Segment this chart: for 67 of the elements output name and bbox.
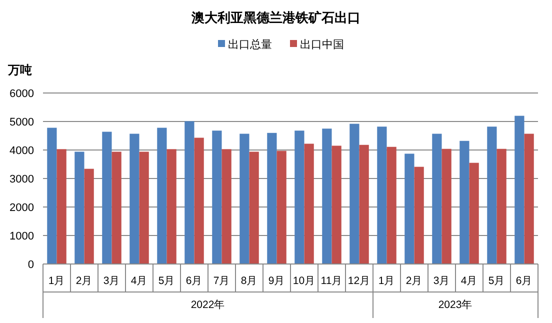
- y-tick-label: 6000: [10, 88, 34, 100]
- x-tick-label: 6月: [186, 275, 203, 287]
- bar: [350, 124, 360, 264]
- x-tick-label: 12月: [348, 275, 371, 287]
- x-tick-label: 5月: [488, 275, 506, 287]
- bar: [359, 144, 369, 264]
- text: 2023年: [438, 299, 473, 311]
- bar: [442, 148, 452, 264]
- bar: [222, 149, 232, 264]
- bar: [184, 121, 194, 264]
- bar: [267, 132, 277, 264]
- x-tick-label: 9月: [268, 275, 286, 287]
- bar: [496, 148, 506, 264]
- bar: [240, 134, 250, 264]
- legend-label: 出口总量: [228, 38, 272, 51]
- x-tick-label: 4月: [130, 275, 148, 287]
- bar: [332, 146, 342, 264]
- x-tick-label: 3月: [433, 275, 450, 287]
- x-tick-label: 2月: [76, 275, 93, 287]
- x-tick-label: 3月: [103, 275, 120, 287]
- x-tick-label: 11月: [320, 275, 343, 287]
- text: 2022年: [190, 299, 226, 311]
- x-tick-label: 4月: [460, 275, 478, 287]
- bar: [524, 134, 534, 264]
- bar: [194, 138, 204, 264]
- legend-label: 出口中国: [300, 38, 344, 51]
- bar: [130, 134, 140, 264]
- bar: [487, 126, 497, 264]
- bar: [294, 130, 304, 264]
- bar: [414, 166, 424, 264]
- bar: [322, 128, 332, 264]
- x-tick-label: 1月: [48, 275, 66, 287]
- bar: [112, 152, 122, 264]
- bar: [386, 146, 396, 264]
- chart-title: 澳大利亚黑德兰港铁矿石出口: [190, 10, 360, 25]
- bar: [460, 140, 470, 264]
- x-tick-label: 6月: [516, 275, 533, 287]
- bar: [74, 152, 84, 264]
- bar: [56, 149, 66, 264]
- bar: [404, 154, 414, 264]
- bar: [304, 144, 314, 264]
- bar: [249, 152, 259, 264]
- y-tick-label: 3000: [10, 174, 34, 186]
- bar: [139, 152, 149, 264]
- x-tick-label: 8月: [240, 275, 258, 287]
- bar: [47, 128, 57, 264]
- bar: [276, 150, 286, 264]
- bar: [102, 132, 112, 264]
- y-tick-label: 0: [28, 259, 34, 271]
- bar: [432, 134, 442, 264]
- y-tick-label: 2000: [10, 202, 34, 214]
- x-tick-label: 5月: [158, 275, 176, 287]
- bar: [377, 126, 387, 264]
- x-tick-label: 7月: [213, 275, 230, 287]
- bar: [514, 116, 524, 264]
- bar: [166, 149, 176, 264]
- y-tick-label: 1000: [10, 230, 34, 242]
- y-tick-label: 5000: [10, 116, 34, 128]
- bar: [84, 168, 94, 264]
- y-tick-label: 4000: [10, 145, 34, 157]
- x-tick-label: 10月: [292, 275, 316, 287]
- x-tick-label: 1月: [378, 275, 396, 287]
- x-tick-label: 2月: [406, 275, 423, 287]
- bar: [157, 128, 167, 264]
- bar: [469, 162, 479, 264]
- y-axis-title: 万吨: [7, 63, 32, 77]
- bar: [212, 130, 222, 264]
